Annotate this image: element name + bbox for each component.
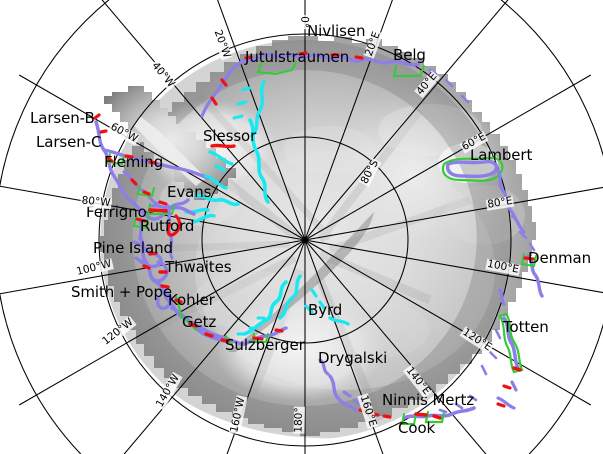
- overlay-coastal-fringe: [428, 68, 536, 414]
- calving-front-peninsula-south: [130, 178, 168, 206]
- calving-front-evans: [148, 208, 170, 213]
- flux-gate-jutulstraumen: [250, 80, 266, 138]
- calving-front-sulzberger: [252, 328, 284, 341]
- overlay-amundsen-sector: [132, 236, 288, 346]
- calving-front-ferrigno: [135, 217, 147, 223]
- basin-outline-jutulstraumen: [256, 61, 297, 76]
- grounding-line-amundsen: [138, 236, 230, 344]
- grounding-line-lambert: [445, 159, 499, 179]
- grounding-line-drygalski: [328, 374, 358, 412]
- grounding-line-wilkes-coast: [496, 288, 518, 410]
- flux-gate-slessor: [248, 118, 270, 204]
- flux-gate-byrd: [328, 316, 350, 326]
- flux-gate-ross-dots: [236, 316, 266, 336]
- basin-outline-mertz: [424, 410, 446, 424]
- grounding-line-thwaites: [148, 260, 169, 283]
- fringe-ea-east: [510, 214, 536, 252]
- calving-front-denman: [523, 256, 535, 261]
- calving-front-totten: [512, 366, 522, 372]
- flux-gate-ross-branch-b: [304, 288, 326, 314]
- calving-front-mertz: [414, 412, 442, 420]
- flux-gate-evans-east: [194, 193, 240, 207]
- basin-outline-denman: [520, 253, 537, 268]
- basin-outline-ninnis: [400, 413, 417, 425]
- calving-front-nivlisen: [298, 51, 364, 60]
- overlay-dronning-maud-land: [200, 51, 425, 138]
- calving-front-rutford: [166, 214, 182, 237]
- calving-front-slessor: [210, 143, 236, 149]
- peninsula-ice-bright: [134, 116, 206, 186]
- calving-front-larsenb: [93, 113, 108, 134]
- calving-front-larsenc: [106, 154, 158, 165]
- grounding-line-dml: [234, 53, 420, 68]
- calving-front-wilkes-coast: [496, 384, 512, 408]
- calving-front-jutul: [210, 55, 253, 106]
- basin-outline-ferrigno: [132, 215, 149, 230]
- east-antarctic-dome: [264, 86, 520, 310]
- grounding-line-fleming: [122, 170, 160, 206]
- fringe-ea-south: [438, 394, 478, 414]
- calving-front-pine-island: [142, 251, 158, 270]
- grounding-line-totten: [502, 316, 520, 370]
- basin-outline-totten: [498, 312, 524, 374]
- grounding-line-denman: [526, 254, 544, 298]
- grounding-line-pine-island: [132, 240, 163, 269]
- grounding-line-smith-pope: [155, 288, 173, 311]
- grounding-line-larsen-c: [102, 148, 210, 180]
- overlay-ross-flux-gates: [236, 274, 350, 336]
- calving-front-thwaites: [158, 270, 170, 289]
- flux-gate-ross-branch-a: [278, 274, 302, 320]
- grounding-line-dml-west: [200, 64, 238, 118]
- glacier-overlays: [93, 51, 544, 425]
- flux-gate-slessor-branch: [204, 150, 234, 190]
- calving-front-getz: [174, 298, 230, 343]
- flux-gate-dml-coast: [232, 86, 252, 120]
- basin-outline-fleming: [136, 185, 155, 198]
- overlay-weddell-sector: [132, 118, 270, 260]
